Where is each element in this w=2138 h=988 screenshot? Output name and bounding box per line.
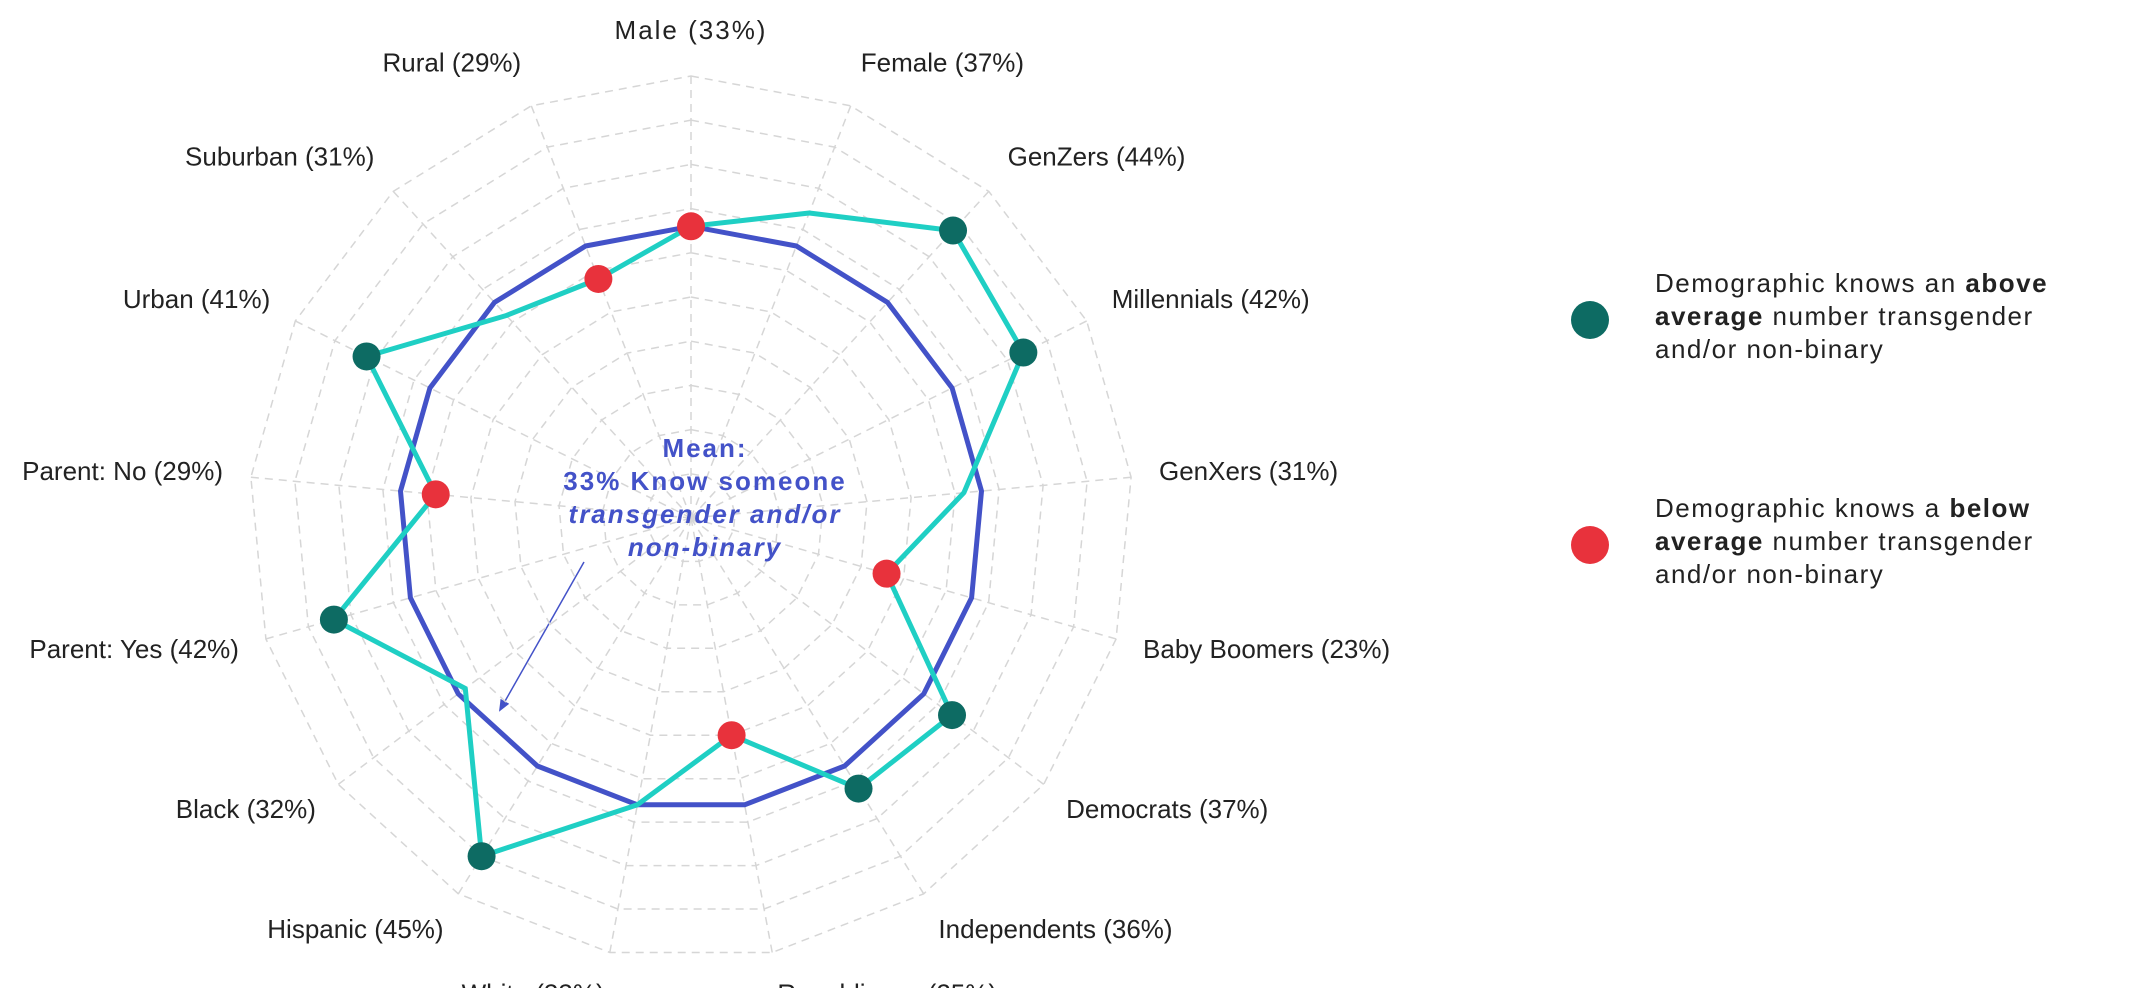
grid-ring xyxy=(514,340,868,693)
category-label: Republicans (25%) xyxy=(777,979,997,988)
grid-spoke xyxy=(337,517,692,785)
mean-annotation: Mean: xyxy=(662,433,747,463)
mean-line xyxy=(398,223,984,808)
grid-spoke xyxy=(690,105,852,519)
legend-text-part: average xyxy=(1655,301,1764,331)
grid-spoke xyxy=(690,517,1045,785)
legend-text: average number transgender xyxy=(1655,301,2034,331)
legend-text: and/or non-binary xyxy=(1655,334,1884,364)
data-point xyxy=(584,264,613,293)
category-label: Parent: No (29%) xyxy=(22,456,223,486)
grid-spoke xyxy=(530,105,692,519)
legend-text-part: and/or non-binary xyxy=(1655,559,1884,589)
category-label: Male (33%) xyxy=(615,15,768,45)
grid-spoke xyxy=(457,517,692,895)
category-label: GenZers (44%) xyxy=(1008,142,1186,172)
legend-text-part: Demographic knows a xyxy=(1655,493,1949,523)
category-label: Hispanic (45%) xyxy=(267,914,443,944)
data-point xyxy=(352,342,381,371)
category-label: Suburban (31%) xyxy=(185,142,374,172)
legend-text-part: and/or non-binary xyxy=(1655,334,1884,364)
mean-annotation: non-binary xyxy=(628,532,782,562)
data-point xyxy=(467,842,496,871)
mean-annotation: transgender and/or xyxy=(569,499,842,529)
grid-spoke xyxy=(690,190,990,519)
grid-ring xyxy=(250,75,1132,954)
legend-text: and/or non-binary xyxy=(1655,559,1884,589)
grid-ring xyxy=(646,473,736,563)
grid-ring xyxy=(338,163,1044,867)
data-point xyxy=(844,774,873,803)
legend-text-part: above xyxy=(1965,268,2048,298)
data-point xyxy=(939,216,968,245)
category-label: Millennials (42%) xyxy=(1112,284,1310,314)
grid-spoke xyxy=(690,476,1132,519)
grid-ring xyxy=(470,296,912,736)
grid-ring xyxy=(426,252,956,780)
grid-ring xyxy=(558,384,824,650)
grid-spoke xyxy=(250,476,692,519)
data-point xyxy=(872,559,901,588)
category-label: Black (32%) xyxy=(176,794,316,824)
data-point xyxy=(1009,338,1038,367)
legend-text: Demographic knows an above xyxy=(1655,268,2048,298)
grid-spoke xyxy=(690,517,925,895)
legend-marker xyxy=(1571,526,1609,564)
data-point xyxy=(938,701,967,730)
data-point xyxy=(319,605,348,634)
category-label: Parent: Yes (42%) xyxy=(29,634,239,664)
legend-text: average number transgender xyxy=(1655,526,2034,556)
grid-spoke xyxy=(690,517,1117,640)
category-label: GenXers (31%) xyxy=(1159,456,1338,486)
legend-text-part: below xyxy=(1949,493,2030,523)
grid-spoke xyxy=(690,517,773,953)
legend-text-part: number transgender xyxy=(1764,301,2034,331)
category-label: Urban (41%) xyxy=(123,284,270,314)
legend-text: Demographic knows a below xyxy=(1655,493,2031,523)
category-label: Female (37%) xyxy=(861,48,1024,78)
data-point xyxy=(677,212,705,241)
grid-spoke xyxy=(392,190,692,519)
category-label: White (33%) xyxy=(462,979,605,988)
data-point xyxy=(717,721,746,750)
data-point xyxy=(421,480,450,509)
legend-text-part: Demographic knows an xyxy=(1655,268,1965,298)
series-line xyxy=(331,210,1026,859)
category-label: Rural (29%) xyxy=(382,48,521,78)
legend-marker xyxy=(1571,301,1609,339)
legend-text-part: average xyxy=(1655,526,1764,556)
legend-text-part: number transgender xyxy=(1764,526,2034,556)
category-label: Democrats (37%) xyxy=(1066,794,1268,824)
annotation-arrow xyxy=(499,561,585,712)
category-label: Baby Boomers (23%) xyxy=(1143,634,1390,664)
mean-annotation: 33% Know someone xyxy=(563,466,846,496)
category-label: Independents (36%) xyxy=(938,914,1172,944)
grid-ring xyxy=(382,207,1000,823)
grid-spoke xyxy=(609,517,692,953)
